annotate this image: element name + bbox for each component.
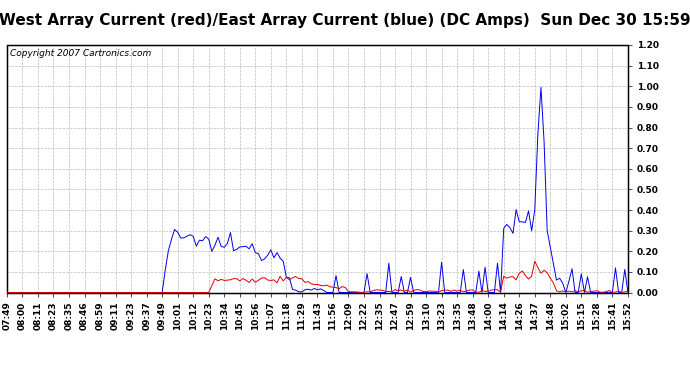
Text: West Array Current (red)/East Array Current (blue) (DC Amps)  Sun Dec 30 15:59: West Array Current (red)/East Array Curr…	[0, 13, 690, 28]
Text: Copyright 2007 Cartronics.com: Copyright 2007 Cartronics.com	[10, 49, 151, 58]
